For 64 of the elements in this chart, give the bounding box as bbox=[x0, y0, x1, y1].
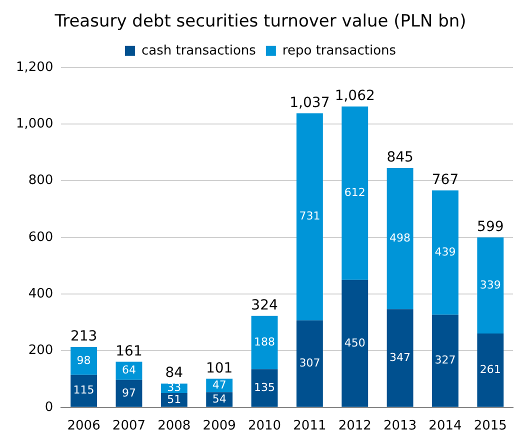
x-tick-label: 2010 bbox=[248, 418, 282, 434]
bar bbox=[251, 369, 278, 407]
y-tick-label: 200 bbox=[28, 343, 54, 358]
bar bbox=[477, 333, 504, 407]
y-tick-label: 0 bbox=[44, 400, 54, 415]
bar bbox=[70, 374, 98, 407]
y-tick-label: 600 bbox=[28, 230, 54, 245]
y-tick-label: 1,000 bbox=[16, 116, 54, 132]
data-label: 47 bbox=[212, 378, 226, 392]
bar bbox=[432, 190, 458, 315]
total-label: 161 bbox=[116, 343, 142, 360]
data-label: 327 bbox=[434, 354, 456, 367]
bar bbox=[296, 320, 323, 407]
total-label: 767 bbox=[432, 172, 459, 188]
data-label: 439 bbox=[434, 245, 456, 258]
bar bbox=[70, 347, 98, 375]
data-label: 64 bbox=[122, 364, 136, 377]
y-tick-label: 1,200 bbox=[16, 60, 54, 75]
data-label: 498 bbox=[390, 231, 411, 244]
data-label: 450 bbox=[344, 336, 366, 350]
total-label: 1,062 bbox=[334, 88, 375, 104]
bar bbox=[386, 309, 414, 407]
total-label: 84 bbox=[165, 365, 184, 382]
data-label: 612 bbox=[344, 186, 366, 200]
y-tick-label: 800 bbox=[28, 173, 54, 188]
x-tick-label: 2013 bbox=[384, 418, 417, 434]
data-label: 731 bbox=[299, 210, 320, 223]
legend-label: cash transactions bbox=[141, 43, 256, 58]
x-tick-label: 2011 bbox=[293, 418, 326, 434]
legend-label: repo transactions bbox=[282, 43, 396, 58]
x-tick-label: 2006 bbox=[67, 418, 100, 434]
x-tick-label: 2014 bbox=[428, 418, 462, 434]
total-label: 1,037 bbox=[290, 94, 330, 111]
total-label: 845 bbox=[386, 150, 414, 166]
bar bbox=[116, 380, 142, 407]
data-label: 54 bbox=[212, 392, 226, 406]
data-label: 115 bbox=[73, 384, 94, 397]
data-label: 51 bbox=[167, 392, 182, 406]
bar bbox=[342, 280, 368, 407]
bar bbox=[432, 314, 458, 407]
total-label: 101 bbox=[206, 360, 233, 376]
bar bbox=[296, 113, 323, 320]
bar bbox=[342, 106, 368, 280]
chart-title: Treasury debt securities turnover value (PLN bn) bbox=[54, 12, 466, 32]
y-tick-label: 400 bbox=[28, 286, 54, 302]
data-label: 261 bbox=[480, 363, 501, 376]
total-label: 213 bbox=[70, 328, 98, 345]
data-label: 347 bbox=[390, 350, 411, 364]
data-label: 135 bbox=[254, 380, 276, 394]
total-label: 599 bbox=[477, 219, 504, 236]
data-label: 307 bbox=[299, 356, 320, 370]
x-tick-label: 2012 bbox=[338, 418, 372, 434]
x-tick-label: 2007 bbox=[112, 418, 146, 434]
bar bbox=[386, 168, 414, 310]
x-tick-label: 2008 bbox=[158, 418, 191, 434]
data-label: 98 bbox=[76, 354, 91, 367]
data-label: 339 bbox=[480, 278, 501, 292]
total-label: 324 bbox=[251, 298, 278, 314]
bar bbox=[251, 316, 278, 370]
x-tick-label: 2009 bbox=[202, 418, 236, 434]
data-label: 188 bbox=[254, 335, 276, 348]
data-label: 97 bbox=[122, 386, 136, 400]
bar bbox=[477, 237, 504, 334]
x-tick-label: 2015 bbox=[474, 418, 507, 434]
